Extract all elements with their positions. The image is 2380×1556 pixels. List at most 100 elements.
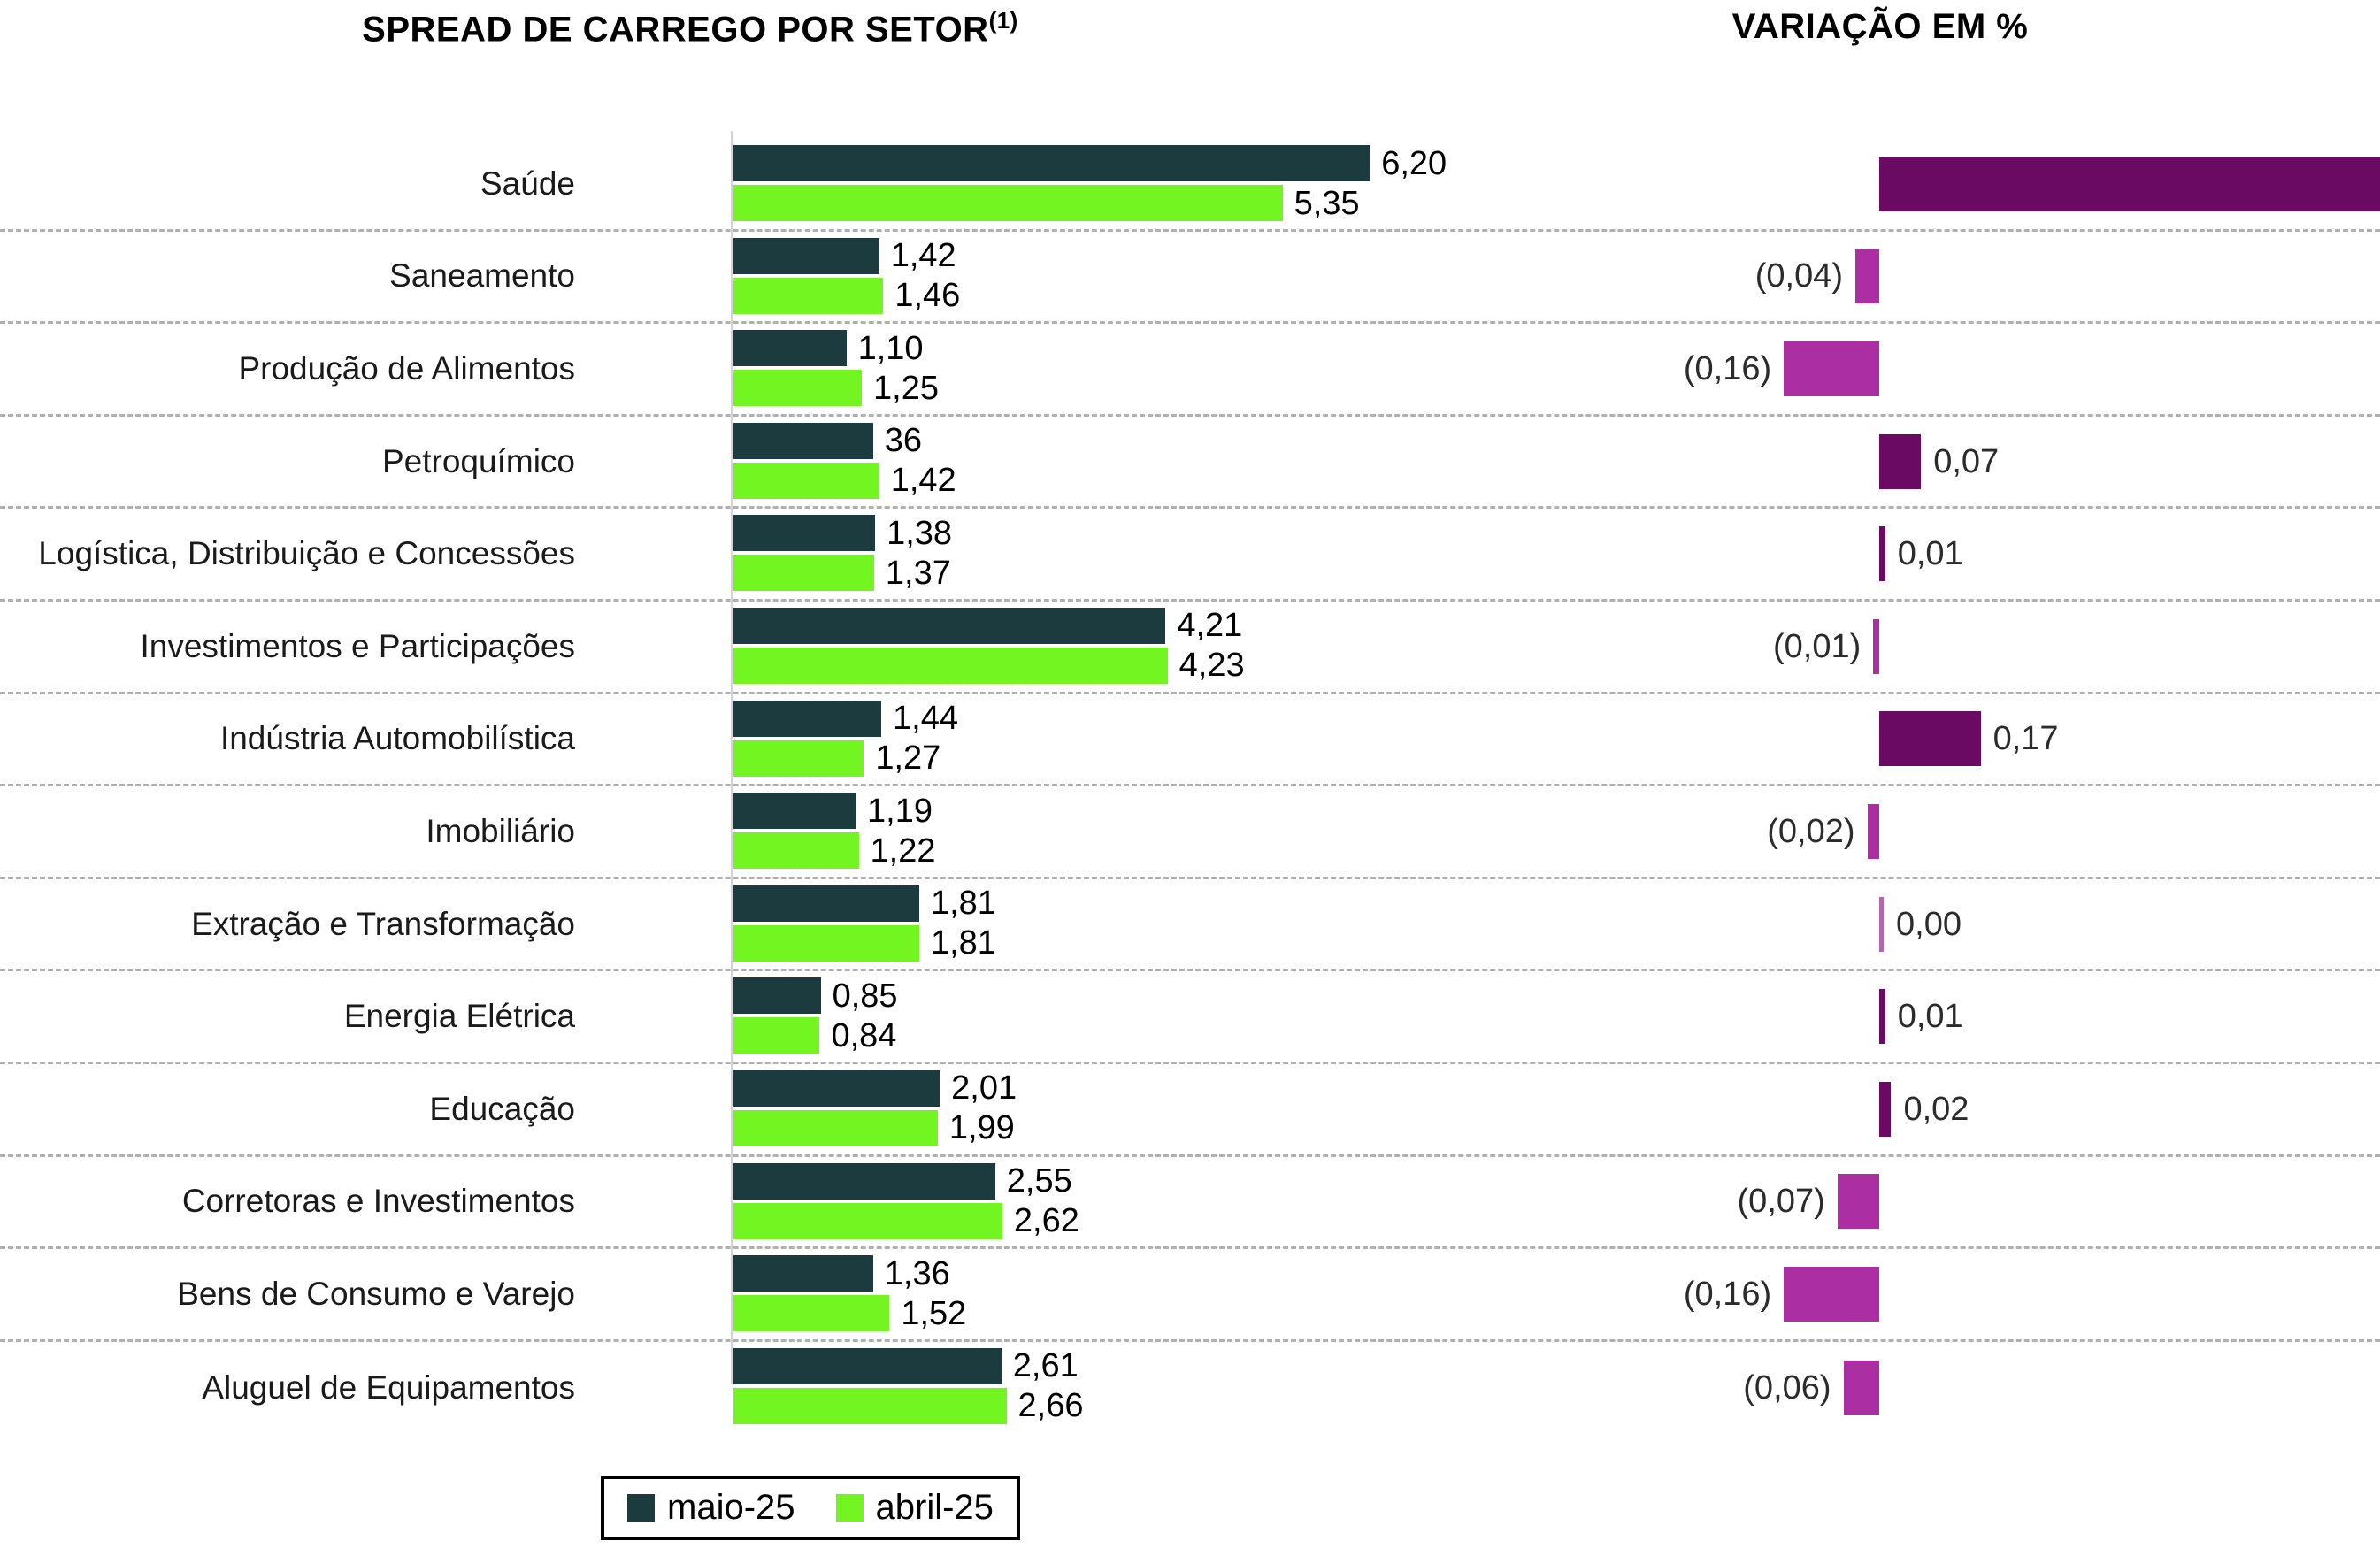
spread-bars: 1,36 1,52 — [733, 1249, 1441, 1339]
bar-value-abril: 2,66 — [1017, 1387, 1084, 1425]
chart-row: Educação 2,01 1,99 0,02 — [0, 1064, 2380, 1157]
category-label: Produção de Alimentos — [238, 349, 575, 387]
bar-variacao[interactable] — [1879, 526, 1885, 582]
bar-abril[interactable] — [733, 1017, 820, 1054]
bar-group-abril: 1,22 — [733, 832, 1441, 870]
variacao-bars: 0,85 — [1504, 139, 2380, 229]
bar-maio[interactable] — [733, 1162, 995, 1200]
bar-maio[interactable] — [733, 793, 856, 830]
bar-maio[interactable] — [733, 885, 919, 922]
bar-group-maio: 36 — [733, 422, 1441, 460]
bar-value-maio: 2,61 — [1012, 1347, 1079, 1385]
bar-abril[interactable] — [733, 555, 874, 592]
chart-row: Saneamento 1,42 1,46 (0,04) — [0, 232, 2380, 325]
bar-variacao[interactable] — [1879, 433, 1922, 489]
bar-maio[interactable] — [733, 330, 847, 367]
bar-maio[interactable] — [733, 237, 879, 274]
bar-value-abril: 1,46 — [894, 277, 961, 315]
category-label: Aluguel de Equipamentos — [202, 1369, 575, 1407]
bar-value-abril: 1,81 — [930, 924, 996, 962]
bar-maio[interactable] — [733, 515, 876, 552]
bar-value-maio: 36 — [884, 422, 923, 460]
spread-bars: 36 1,42 — [733, 417, 1441, 507]
category-label: Logística, Distribuição e Concessões — [38, 535, 575, 572]
bar-value-maio: 4,21 — [1177, 607, 1243, 645]
bar-value-abril: 5,35 — [1294, 184, 1360, 222]
category-label: Imobiliário — [426, 812, 575, 849]
variacao-row: (0,04) — [1504, 249, 2380, 304]
bar-abril[interactable] — [733, 1202, 1002, 1239]
bar-variacao[interactable] — [1837, 1174, 1879, 1230]
bar-maio[interactable] — [733, 977, 821, 1015]
bar-value-abril: 0,84 — [831, 1016, 897, 1054]
legend-item-maio[interactable]: maio-25 — [627, 1488, 795, 1528]
bar-maio[interactable] — [733, 1347, 1002, 1384]
bar-abril[interactable] — [733, 277, 884, 314]
bar-value-maio: 1,44 — [893, 700, 958, 738]
bar-abril[interactable] — [733, 185, 1283, 221]
bar-variacao[interactable] — [1784, 1266, 1879, 1322]
bar-abril[interactable] — [733, 462, 879, 499]
bar-maio[interactable] — [733, 422, 873, 459]
bar-variacao[interactable] — [1879, 156, 2380, 211]
bar-value-variacao: (0,16) — [1683, 349, 1772, 387]
bar-maio[interactable] — [733, 700, 882, 737]
variacao-bars: (0,07) — [1504, 1157, 2380, 1247]
bar-variacao[interactable] — [1879, 1081, 1892, 1137]
bar-group-maio: 1,19 — [733, 793, 1441, 830]
bar-value-abril: 1,27 — [875, 740, 941, 778]
bar-value-abril: 1,99 — [948, 1109, 1015, 1147]
chart-row: Investimentos e Participações 4,21 4,23 (0,… — [0, 602, 2380, 694]
variacao-bars: 0,01 — [1504, 971, 2380, 1062]
bar-value-maio: 1,38 — [887, 514, 953, 552]
bar-group-abril: 1,42 — [733, 462, 1441, 499]
bar-abril[interactable] — [733, 924, 919, 962]
variacao-bars: (0,16) — [1504, 324, 2380, 414]
bar-maio[interactable] — [733, 1255, 873, 1292]
variacao-row: 0,00 — [1504, 896, 2380, 952]
bar-variacao[interactable] — [1843, 1361, 1879, 1416]
chart-rows: Saúde6,205,350,85Saneamento1,421,46(0,04… — [0, 139, 2380, 1434]
bar-abril[interactable] — [733, 647, 1168, 684]
bar-value-variacao: 0,17 — [1992, 720, 2059, 758]
bar-group-maio: 1,81 — [733, 885, 1441, 922]
bar-value-variacao: 0,01 — [1897, 998, 1963, 1036]
legend-swatch-abril-icon — [835, 1494, 864, 1522]
category-label: Saneamento — [389, 257, 575, 295]
category-label: Indústria Automobilística — [219, 720, 575, 757]
bar-value-abril: 2,62 — [1013, 1202, 1079, 1240]
bar-value-variacao: (0,16) — [1683, 1275, 1772, 1313]
bar-group-abril: 1,52 — [733, 1295, 1441, 1332]
bar-maio[interactable] — [733, 1069, 940, 1107]
bar-group-abril: 1,27 — [733, 740, 1441, 777]
bar-group-abril: 0,84 — [733, 1017, 1441, 1054]
bar-maio[interactable] — [733, 145, 1370, 181]
bar-variacao[interactable] — [1873, 618, 1879, 674]
legend-item-abril[interactable]: abril-25 — [835, 1488, 994, 1528]
variacao-row: 0,07 — [1504, 433, 2380, 489]
variacao-bars: 0,00 — [1504, 879, 2380, 970]
bar-abril[interactable] — [733, 370, 862, 407]
bar-variacao[interactable] — [1784, 341, 1879, 396]
bar-abril[interactable] — [733, 1295, 890, 1332]
bar-abril[interactable] — [733, 832, 859, 870]
bar-variacao[interactable] — [1879, 896, 1884, 952]
bar-abril[interactable] — [733, 740, 864, 777]
bar-variacao[interactable] — [1867, 803, 1879, 859]
category-label: Petroquímico — [382, 442, 575, 479]
bar-variacao[interactable] — [1879, 989, 1885, 1045]
spread-bars: 6,20 5,35 — [733, 139, 1447, 229]
bar-group-abril: 4,23 — [733, 647, 1441, 684]
bar-variacao[interactable] — [1879, 711, 1981, 767]
legend-label-maio: maio-25 — [667, 1488, 795, 1527]
bar-variacao[interactable] — [1855, 249, 1879, 304]
bar-maio[interactable] — [733, 607, 1166, 644]
bar-abril[interactable] — [733, 1109, 938, 1146]
bar-abril[interactable] — [733, 1387, 1007, 1424]
page-title-left-text: SPREAD DE CARREGO POR SETOR — [362, 10, 989, 50]
variacao-bars: 0,07 — [1504, 417, 2380, 507]
variacao-row: 0,01 — [1504, 526, 2380, 582]
bar-group-abril: 1,25 — [733, 370, 1441, 407]
variacao-row: (0,16) — [1504, 341, 2380, 396]
bar-group-maio: 1,36 — [733, 1255, 1441, 1292]
